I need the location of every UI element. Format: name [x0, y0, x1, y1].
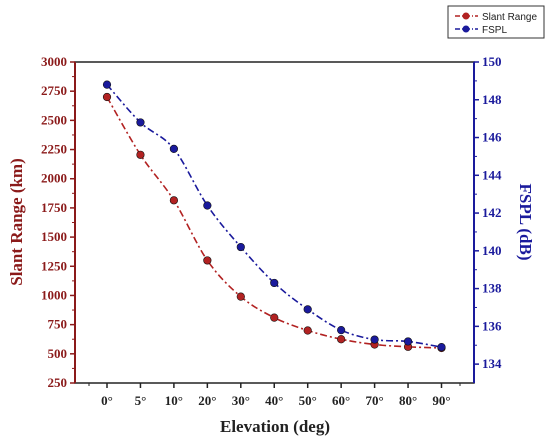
legend-marker-fspl	[462, 25, 470, 33]
data-point-slant-range	[270, 313, 279, 322]
data-point-fspl	[370, 335, 379, 344]
right-y-tick-label: 148	[482, 92, 502, 107]
x-tick-label: 20°	[198, 393, 216, 408]
right-y-tick-label: 134	[482, 356, 502, 371]
left-y-tick-label: 1000	[41, 287, 67, 302]
data-point-slant-range	[203, 256, 212, 265]
data-point-fspl	[437, 343, 446, 352]
x-tick-label: 70°	[365, 393, 383, 408]
right-y-tick-label: 146	[482, 130, 502, 145]
data-point-slant-range	[337, 335, 346, 344]
right-y-tick-label: 140	[482, 243, 502, 258]
x-ticks: 0° 5° 10° 20° 30° 40° 50° 60° 70° 80° 90°	[88, 383, 461, 408]
data-point-fspl	[236, 242, 245, 252]
left-y-tick-label: 500	[48, 346, 68, 361]
left-y-tick-label: 1750	[41, 200, 67, 215]
right-y-tick-label: 150	[482, 54, 502, 69]
data-point-fspl	[203, 201, 212, 210]
x-tick-label: 50°	[299, 393, 317, 408]
left-y-tick-label: 2250	[41, 142, 67, 157]
data-point-fspl	[169, 144, 178, 153]
right-y-tick-label: 136	[482, 318, 502, 333]
series-line-fspl	[106, 84, 442, 348]
data-point-slant-range	[102, 92, 112, 102]
legend-label-fspl: FSPL	[482, 25, 507, 36]
right-y-tick-label: 138	[482, 281, 502, 296]
x-tick-label: 40°	[265, 393, 283, 408]
data-point-slant-range	[303, 326, 312, 335]
data-point-fspl	[102, 80, 112, 89]
right-y-axis-title: FSPL (dB)	[516, 184, 535, 261]
x-tick-label: 60°	[332, 393, 350, 408]
left-y-axis-title: Slant Range (km)	[7, 158, 26, 286]
data-point-fspl	[337, 326, 346, 335]
legend-label-slant-range: Slant Range	[482, 12, 537, 23]
data-point-fspl	[136, 118, 145, 127]
data-point-slant-range	[236, 292, 245, 301]
left-y-tick-label: 2750	[41, 83, 67, 98]
x-axis-title: Elevation (deg)	[220, 417, 330, 436]
legend: Slant Range FSPL	[447, 5, 545, 39]
left-y-tick-label: 2500	[41, 112, 67, 127]
x-tick-label: 80°	[399, 393, 417, 408]
x-tick-label: 30°	[232, 393, 250, 408]
legend-marker-slant-range	[462, 12, 470, 20]
x-tick-label: 90°	[432, 393, 450, 408]
left-y-tick-label: 2000	[41, 171, 67, 186]
left-y-ticks: 250 500 750 1000 1250 1500 1750 2000 2250 2500 275…	[41, 54, 75, 390]
right-y-tick-label: 144	[482, 167, 502, 182]
plot-area-frame	[74, 61, 475, 384]
left-y-tick-label: 1250	[41, 258, 67, 273]
right-y-ticks: 134 136 138 140 142 144 146 148 150	[474, 54, 502, 371]
left-y-tick-label: 3000	[41, 54, 67, 69]
x-tick-label: 0°	[101, 393, 113, 408]
data-point-slant-range	[136, 150, 145, 159]
series-layer	[102, 80, 446, 353]
x-tick-label: 5°	[135, 393, 147, 408]
right-y-tick-label: 142	[482, 205, 502, 220]
data-point-fspl	[270, 278, 279, 288]
data-point-fspl	[403, 337, 413, 346]
left-y-tick-label: 250	[48, 375, 68, 390]
left-y-tick-label: 750	[48, 317, 68, 332]
data-point-fspl	[303, 305, 312, 314]
legend-box	[447, 5, 545, 39]
data-point-slant-range	[169, 196, 178, 205]
left-y-tick-label: 1500	[41, 229, 67, 244]
x-tick-label: 10°	[165, 393, 183, 408]
